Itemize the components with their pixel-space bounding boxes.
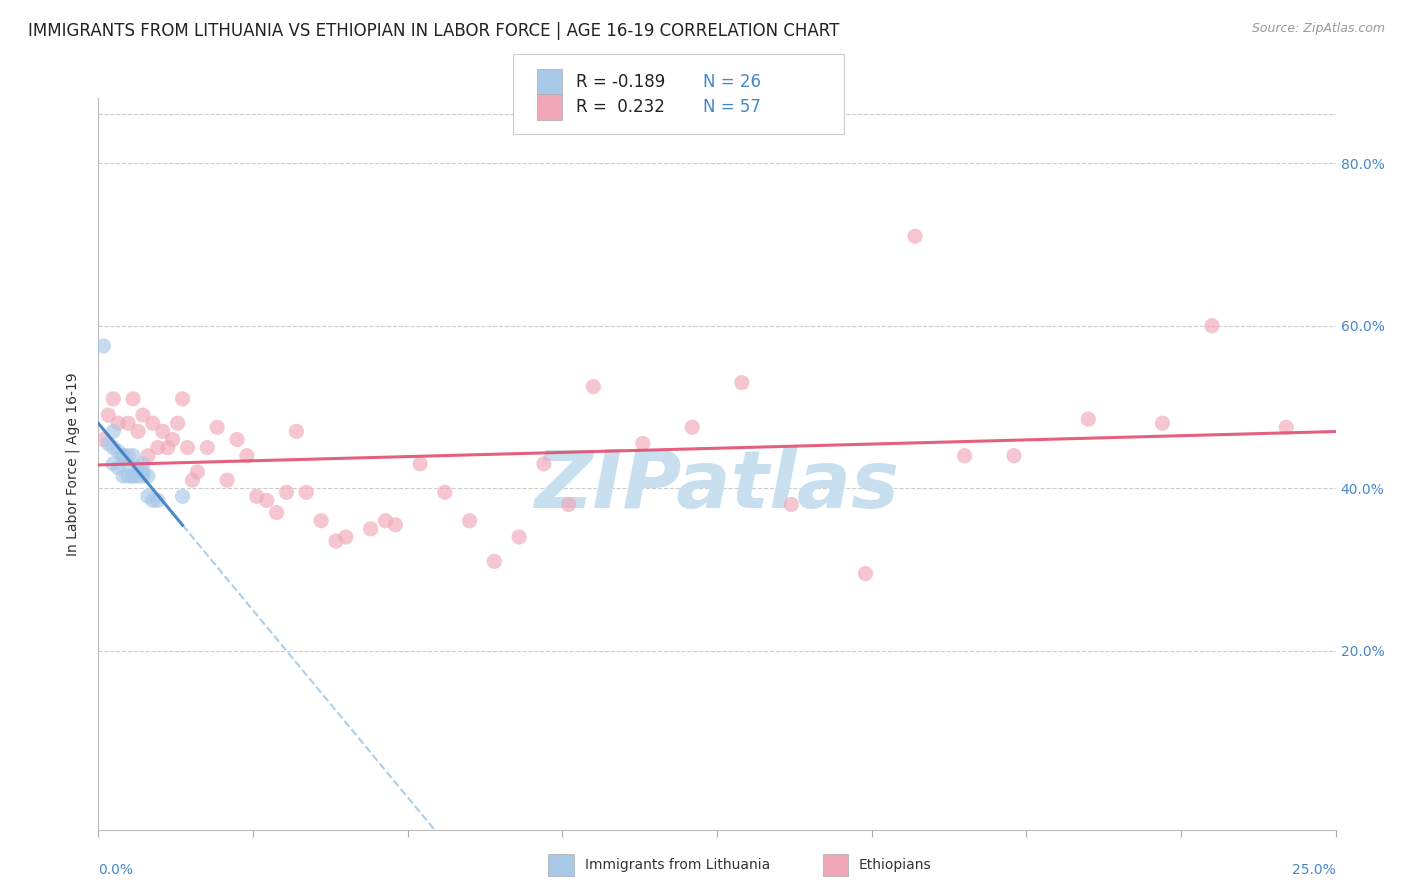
Point bbox=[127, 461, 149, 475]
Point bbox=[266, 506, 288, 520]
Point bbox=[1077, 412, 1099, 426]
Text: 25.0%: 25.0% bbox=[1292, 863, 1336, 878]
Point bbox=[186, 465, 208, 479]
Point bbox=[93, 339, 115, 353]
Point bbox=[295, 485, 318, 500]
Point bbox=[103, 457, 125, 471]
Point bbox=[384, 517, 406, 532]
Text: R = -0.189: R = -0.189 bbox=[576, 73, 665, 91]
Point bbox=[107, 416, 129, 430]
Text: N = 26: N = 26 bbox=[703, 73, 761, 91]
Point bbox=[181, 473, 204, 487]
Point bbox=[458, 514, 481, 528]
Point bbox=[172, 489, 194, 503]
Point bbox=[142, 416, 165, 430]
Point bbox=[166, 416, 188, 430]
Point bbox=[246, 489, 269, 503]
Point bbox=[107, 444, 129, 458]
Point bbox=[122, 449, 145, 463]
Text: IMMIGRANTS FROM LITHUANIA VS ETHIOPIAN IN LABOR FORCE | AGE 16-19 CORRELATION CH: IMMIGRANTS FROM LITHUANIA VS ETHIOPIAN I… bbox=[28, 22, 839, 40]
Point bbox=[1201, 318, 1223, 333]
Point bbox=[226, 433, 249, 447]
Text: ZIPatlas: ZIPatlas bbox=[534, 447, 900, 524]
Point bbox=[1152, 416, 1174, 430]
Point bbox=[285, 425, 308, 439]
Point bbox=[136, 469, 159, 483]
Point bbox=[97, 436, 120, 450]
Point bbox=[904, 229, 927, 244]
Point bbox=[731, 376, 754, 390]
Point bbox=[152, 425, 174, 439]
Point bbox=[112, 449, 135, 463]
Text: Source: ZipAtlas.com: Source: ZipAtlas.com bbox=[1251, 22, 1385, 36]
Point bbox=[97, 408, 120, 422]
Point bbox=[107, 461, 129, 475]
Point bbox=[112, 449, 135, 463]
Point bbox=[325, 534, 347, 549]
Point bbox=[582, 379, 605, 393]
Point bbox=[127, 425, 149, 439]
Point bbox=[103, 441, 125, 455]
Text: 0.0%: 0.0% bbox=[98, 863, 134, 878]
Point bbox=[309, 514, 332, 528]
Point bbox=[205, 420, 228, 434]
Point bbox=[256, 493, 278, 508]
Point bbox=[953, 449, 976, 463]
Point bbox=[117, 416, 139, 430]
Point bbox=[631, 436, 654, 450]
Point bbox=[136, 449, 159, 463]
Y-axis label: In Labor Force | Age 16-19: In Labor Force | Age 16-19 bbox=[65, 372, 80, 556]
Text: N = 57: N = 57 bbox=[703, 98, 761, 116]
Point bbox=[855, 566, 877, 581]
Point bbox=[162, 433, 184, 447]
Point bbox=[112, 469, 135, 483]
Point bbox=[142, 493, 165, 508]
Point bbox=[146, 493, 169, 508]
Point bbox=[409, 457, 432, 471]
Point bbox=[176, 441, 198, 455]
Point bbox=[103, 392, 125, 406]
Point bbox=[117, 469, 139, 483]
Point bbox=[236, 449, 259, 463]
Point bbox=[132, 465, 155, 479]
Point bbox=[276, 485, 298, 500]
Point bbox=[136, 489, 159, 503]
Point bbox=[132, 408, 155, 422]
Point bbox=[93, 433, 115, 447]
Point bbox=[533, 457, 555, 471]
Text: Immigrants from Lithuania: Immigrants from Lithuania bbox=[585, 858, 770, 871]
Point bbox=[508, 530, 530, 544]
Point bbox=[1002, 449, 1025, 463]
Point bbox=[146, 441, 169, 455]
Point bbox=[557, 498, 579, 512]
Point bbox=[112, 449, 135, 463]
Point bbox=[360, 522, 382, 536]
Point bbox=[132, 457, 155, 471]
Point bbox=[127, 469, 149, 483]
Point bbox=[117, 449, 139, 463]
Point bbox=[122, 469, 145, 483]
Point bbox=[780, 498, 803, 512]
Text: Ethiopians: Ethiopians bbox=[859, 858, 932, 871]
Point bbox=[374, 514, 396, 528]
Point bbox=[122, 392, 145, 406]
Point bbox=[117, 457, 139, 471]
Point bbox=[195, 441, 218, 455]
Point bbox=[335, 530, 357, 544]
Point bbox=[132, 469, 155, 483]
Point bbox=[681, 420, 703, 434]
Point bbox=[172, 392, 194, 406]
Point bbox=[484, 554, 506, 568]
Text: R =  0.232: R = 0.232 bbox=[576, 98, 665, 116]
Point bbox=[217, 473, 239, 487]
Point bbox=[103, 425, 125, 439]
Point bbox=[433, 485, 456, 500]
Point bbox=[1275, 420, 1298, 434]
Point bbox=[156, 441, 179, 455]
Point bbox=[122, 469, 145, 483]
